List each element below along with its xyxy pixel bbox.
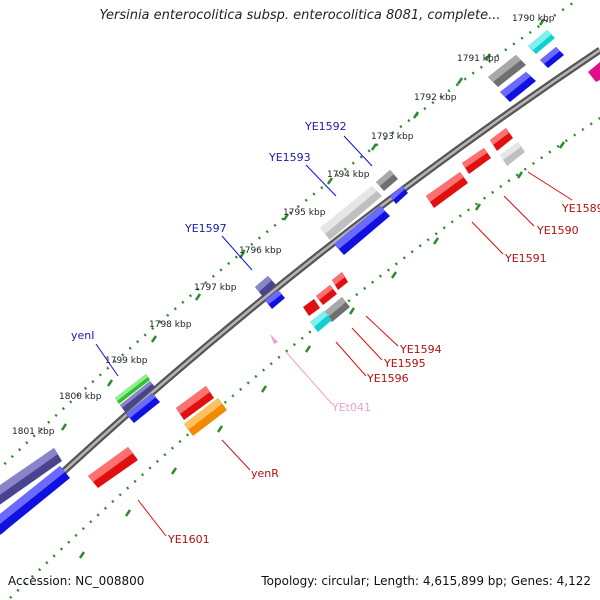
label-ye1589[interactable]: YE1589 (561, 202, 600, 215)
gene-feature-navy-yeni[interactable] (120, 381, 155, 412)
gene-feature-blue-yeni[interactable] (126, 393, 160, 423)
tick-label-1795: 1795 kbp (283, 208, 326, 218)
gene-feature-cyan-top[interactable] (528, 30, 555, 54)
gene-feature-blue-top[interactable] (540, 47, 564, 68)
gene-feature-ye1590b[interactable] (462, 148, 491, 174)
gene-feature-ye1592[interactable] (376, 170, 398, 191)
tick-label-1799: 1799 kbp (105, 356, 148, 366)
gene-feature-navy-left[interactable] (0, 448, 62, 506)
gene-feature-ye1595-red[interactable] (316, 285, 337, 305)
gene-labels: YE1589 YE1590 YE1591 YE1592 YE1593 YE159… (71, 120, 600, 546)
gene-feature-ye1589[interactable] (500, 142, 525, 166)
tick-label-1796: 1796 kbp (239, 246, 282, 256)
lower-genes (88, 128, 525, 488)
gene-feature-ye1590[interactable] (490, 128, 513, 151)
gene-feature-ye1596[interactable] (310, 311, 332, 332)
lower-tick-ring (9, 116, 600, 599)
gene-feature-ye1597[interactable] (255, 276, 276, 297)
lower-major-ticks (78, 141, 566, 559)
gene-feature-magenta[interactable] (588, 62, 600, 82)
gene-feature-blue-long[interactable] (334, 206, 390, 255)
gene-feature-red-small[interactable] (303, 299, 320, 316)
label-ye1593[interactable]: YE1593 (268, 151, 311, 164)
gene-feature-ye1593[interactable] (320, 186, 382, 240)
tick-label-1790: 1790 kbp (512, 14, 555, 24)
gene-feature-yenr-red[interactable] (176, 386, 214, 420)
gene-feature-ye1591[interactable] (426, 172, 468, 208)
label-ye1594[interactable]: YE1594 (399, 343, 442, 356)
gene-feature-blue-left[interactable] (0, 466, 70, 535)
gene-feature-ye1601[interactable] (88, 447, 138, 488)
tick-label-1797: 1797 kbp (194, 283, 237, 293)
tick-label-1800: 1800 kbp (59, 392, 102, 402)
gene-feature-blue-ye1592[interactable] (390, 186, 408, 204)
label-ye1601[interactable]: YE1601 (167, 533, 210, 546)
upper-genes (0, 30, 600, 535)
label-leader-lines (95, 135, 573, 537)
gene-feature-yenr[interactable] (184, 398, 227, 436)
label-ye1596[interactable]: YE1596 (366, 372, 409, 385)
gene-feature-ye1594[interactable] (332, 272, 348, 290)
gene-feature-gray-1791[interactable] (488, 55, 526, 87)
tick-label-1794: 1794 kbp (327, 170, 370, 180)
gene-feature-blue-1791[interactable] (500, 72, 536, 102)
map-title: Yersinia enterocolitica subsp. enterocol… (99, 8, 501, 23)
tick-label-1793: 1793 kbp (371, 132, 414, 142)
label-ye1590[interactable]: YE1590 (536, 224, 579, 237)
tick-label-1798: 1798 kbp (149, 320, 192, 330)
topology-summary: Topology: circular; Length: 4,615,899 bp… (261, 574, 591, 588)
label-yeni[interactable]: yenI (71, 329, 95, 342)
genome-backbone (0, 47, 600, 534)
upper-tick-ring (0, 0, 580, 471)
gene-feature-yeni[interactable] (115, 374, 150, 404)
tick-labels: 1790 kbp 1791 kbp 1792 kbp 1793 kbp 1794… (12, 14, 555, 437)
label-ye1595[interactable]: YE1595 (383, 357, 426, 370)
major-ticks (60, 18, 546, 431)
gene-feature-blue-ye1597[interactable] (265, 290, 285, 309)
tick-label-1792: 1792 kbp (414, 93, 457, 103)
accession-text: Accession: NC_008800 (8, 574, 145, 588)
label-ye1597[interactable]: YE1597 (184, 222, 227, 235)
tick-label-1791: 1791 kbp (457, 54, 500, 64)
label-ye1591[interactable]: YE1591 (504, 252, 547, 265)
genome-backbone-highlight (0, 48, 600, 532)
label-ye1592[interactable]: YE1592 (304, 120, 347, 133)
gene-feature-ye1595[interactable] (324, 297, 350, 322)
label-yet041[interactable]: YEt041 (331, 401, 371, 414)
gene-feature-yet041[interactable] (270, 334, 278, 344)
label-yenr[interactable]: yenR (251, 467, 279, 480)
tick-label-1801: 1801 kbp (12, 427, 55, 437)
